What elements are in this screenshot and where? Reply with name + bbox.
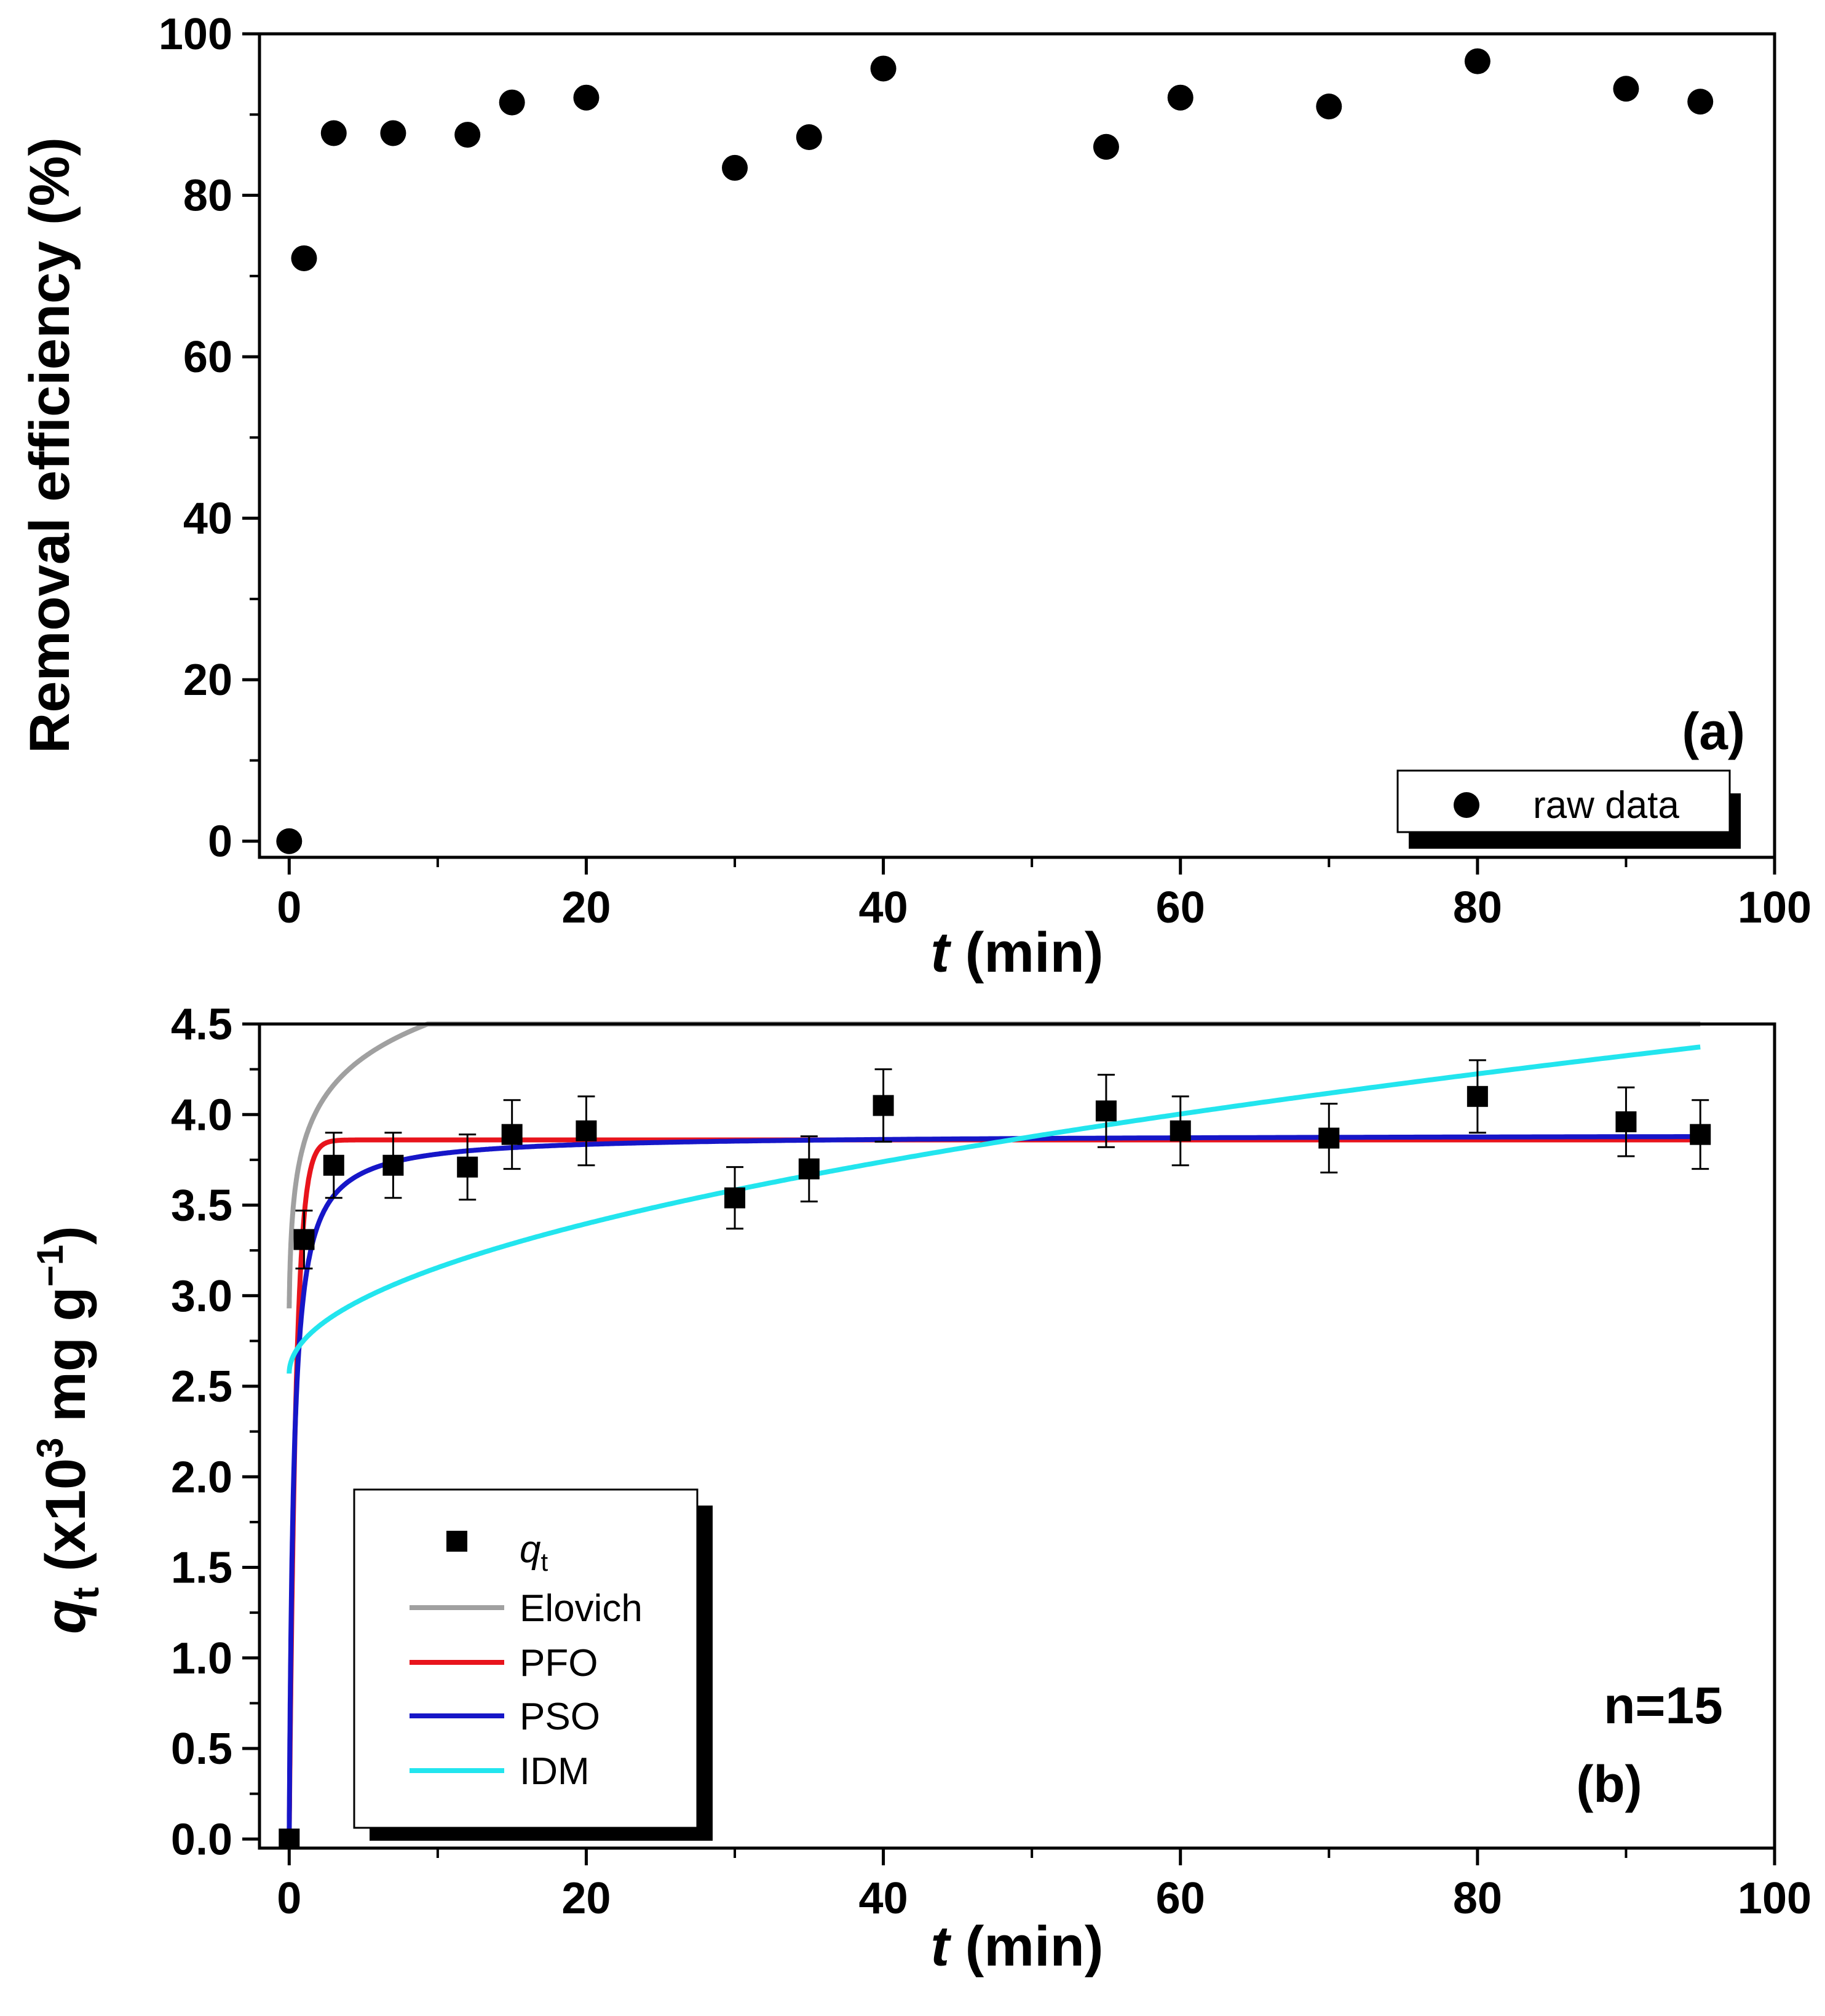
panel-a-data-point bbox=[796, 124, 822, 151]
panel-a-x-tick-label: 80 bbox=[1453, 883, 1502, 932]
panel-b-y-axis-title: qt (x103 mg g−1) bbox=[30, 1226, 106, 1634]
panel-b-y-tick-label: 2.0 bbox=[171, 1453, 232, 1502]
panel-b-data-point bbox=[873, 1095, 894, 1116]
panel-a-data-point bbox=[1613, 76, 1639, 102]
panel-b-y-tick-label: 0.0 bbox=[171, 1815, 232, 1864]
panel-a-data-point bbox=[722, 154, 748, 181]
panel-a-x-tick-label: 100 bbox=[1738, 883, 1811, 932]
panel-b-x-axis-title: t (min) bbox=[930, 1915, 1103, 1978]
panel-b-axes: 0 20 40 60 80 100 0.0 0.5 1.0 1.5 2.0 2.5 3.0 3.5 4.0 4… bbox=[171, 1000, 1811, 1923]
panel-b-y-tick-label: 1.5 bbox=[171, 1544, 232, 1593]
panel-a-legend-label: raw data bbox=[1533, 784, 1679, 827]
panel-a-chart: 0 20 40 60 80 100 0 20 40 60 80 100 t (min) Removal… bbox=[18, 10, 1811, 984]
panel-a-plot-frame bbox=[258, 32, 1776, 859]
panel-a-data-point bbox=[1167, 84, 1194, 111]
panel-b-plot-frame bbox=[258, 1022, 1776, 1850]
panel-a-legend-box bbox=[1396, 769, 1731, 833]
panel-b-chart: 0 20 40 60 80 100 0.0 0.5 1.0 1.5 2.0 2.5 3.0 3.5 4.0 4… bbox=[30, 1000, 1811, 1978]
panel-b-x-tick-label: 40 bbox=[859, 1874, 908, 1923]
panel-b-x-tick-label: 100 bbox=[1738, 1874, 1811, 1923]
panel-a-data-point bbox=[276, 828, 303, 854]
panel-a-data-point bbox=[499, 89, 525, 116]
panel-b-data-point bbox=[1615, 1111, 1637, 1133]
panel-a-label: (a) bbox=[1682, 702, 1745, 760]
panel-b-curve-elovich bbox=[287, 1022, 1701, 1311]
panel-a-x-tick-label: 0 bbox=[277, 883, 301, 932]
panel-b-x-tick-label: 60 bbox=[1156, 1874, 1205, 1923]
panel-b-x-tick-label: 80 bbox=[1453, 1874, 1502, 1923]
panel-b-data-point bbox=[382, 1154, 404, 1176]
panel-a-data-point bbox=[320, 120, 347, 146]
panel-b-data-point bbox=[576, 1120, 597, 1141]
panel-a-data-point bbox=[454, 122, 481, 148]
panel-b-data-point bbox=[1467, 1085, 1488, 1107]
panel-a-y-tick-label: 40 bbox=[183, 494, 232, 544]
panel-b-y-tick-label: 3.0 bbox=[171, 1272, 232, 1321]
panel-a-x-axis-title: t (min) bbox=[930, 921, 1103, 984]
panel-b-y-tick-label: 4.0 bbox=[171, 1090, 232, 1140]
panel-b-legend: qt Elovich PFO PSO IDM bbox=[353, 1488, 713, 1841]
panel-b-data-point bbox=[293, 1229, 315, 1250]
panel-b-data-point bbox=[501, 1124, 523, 1145]
panel-a-data-point bbox=[1093, 133, 1119, 160]
panel-b-annotation: n=15 bbox=[1604, 1677, 1723, 1734]
panel-b-x-tick-label: 20 bbox=[561, 1874, 611, 1923]
panel-a-legend-marker bbox=[1454, 792, 1479, 818]
panel-b-legend-label-pso: PSO bbox=[520, 1696, 600, 1738]
panel-b-data-point bbox=[798, 1158, 820, 1180]
panel-b-curve-pso bbox=[287, 1134, 1701, 1841]
panel-a-x-tick-label: 60 bbox=[1156, 883, 1205, 932]
panel-a-data-point bbox=[380, 120, 406, 146]
panel-b-data-point bbox=[724, 1187, 746, 1208]
panel-b-legend-label-pfo: PFO bbox=[520, 1642, 598, 1685]
panel-a-y-tick-label: 100 bbox=[159, 10, 232, 59]
panel-b-data-point bbox=[1690, 1124, 1711, 1145]
panel-b-y-tick-label: 2.5 bbox=[171, 1362, 232, 1411]
panel-b-data-point bbox=[1170, 1120, 1191, 1141]
panel-a-data-point bbox=[573, 84, 600, 111]
panel-b-data-point bbox=[1318, 1127, 1340, 1149]
panel-a-x-tick-label: 40 bbox=[859, 883, 908, 932]
panel-b-marks bbox=[279, 1059, 1711, 1850]
panel-a-y-tick-label: 20 bbox=[183, 656, 232, 705]
panel-b-data-point bbox=[457, 1156, 478, 1178]
panel-a-data-point bbox=[1464, 48, 1490, 74]
panel-a-x-tick-label: 20 bbox=[561, 883, 611, 932]
panel-b-legend-label-idm: IDM bbox=[520, 1750, 590, 1793]
panel-b-data-point bbox=[323, 1154, 344, 1176]
panel-b-label: (b) bbox=[1576, 1755, 1642, 1813]
panel-a-marks bbox=[276, 48, 1714, 854]
panel-b-data-point bbox=[1095, 1100, 1117, 1122]
panel-a-y-axis-title: Removal efficiency (%) bbox=[18, 137, 81, 753]
panel-b-y-tick-label: 0.5 bbox=[171, 1724, 232, 1774]
panel-b-legend-label-elovich: Elovich bbox=[520, 1587, 643, 1630]
panel-a-data-point bbox=[1316, 93, 1342, 120]
panel-b-data-point bbox=[279, 1828, 300, 1850]
panel-b-y-tick-label: 3.5 bbox=[171, 1181, 232, 1231]
panel-b-y-tick-label: 4.5 bbox=[171, 1000, 232, 1049]
panel-b-legend-label-qt: qt bbox=[520, 1528, 548, 1576]
panel-a-data-point bbox=[870, 55, 897, 82]
panel-b-y-tick-label: 1.0 bbox=[171, 1634, 232, 1683]
panel-a-data-point bbox=[1687, 89, 1714, 115]
panel-a-axes: 0 20 40 60 80 100 0 20 40 60 80 100 bbox=[159, 10, 1811, 932]
panel-a-legend: raw data bbox=[1396, 769, 1741, 849]
panel-a-y-tick-label: 80 bbox=[183, 172, 232, 221]
panel-b-x-tick-label: 0 bbox=[277, 1874, 301, 1923]
panel-a-y-tick-label: 0 bbox=[208, 817, 232, 867]
panel-a-data-point bbox=[291, 245, 317, 271]
panel-a-y-tick-label: 60 bbox=[183, 333, 232, 382]
panel-b-legend-marker-qt bbox=[446, 1531, 467, 1552]
panel-b-curve-idm bbox=[287, 1044, 1701, 1376]
